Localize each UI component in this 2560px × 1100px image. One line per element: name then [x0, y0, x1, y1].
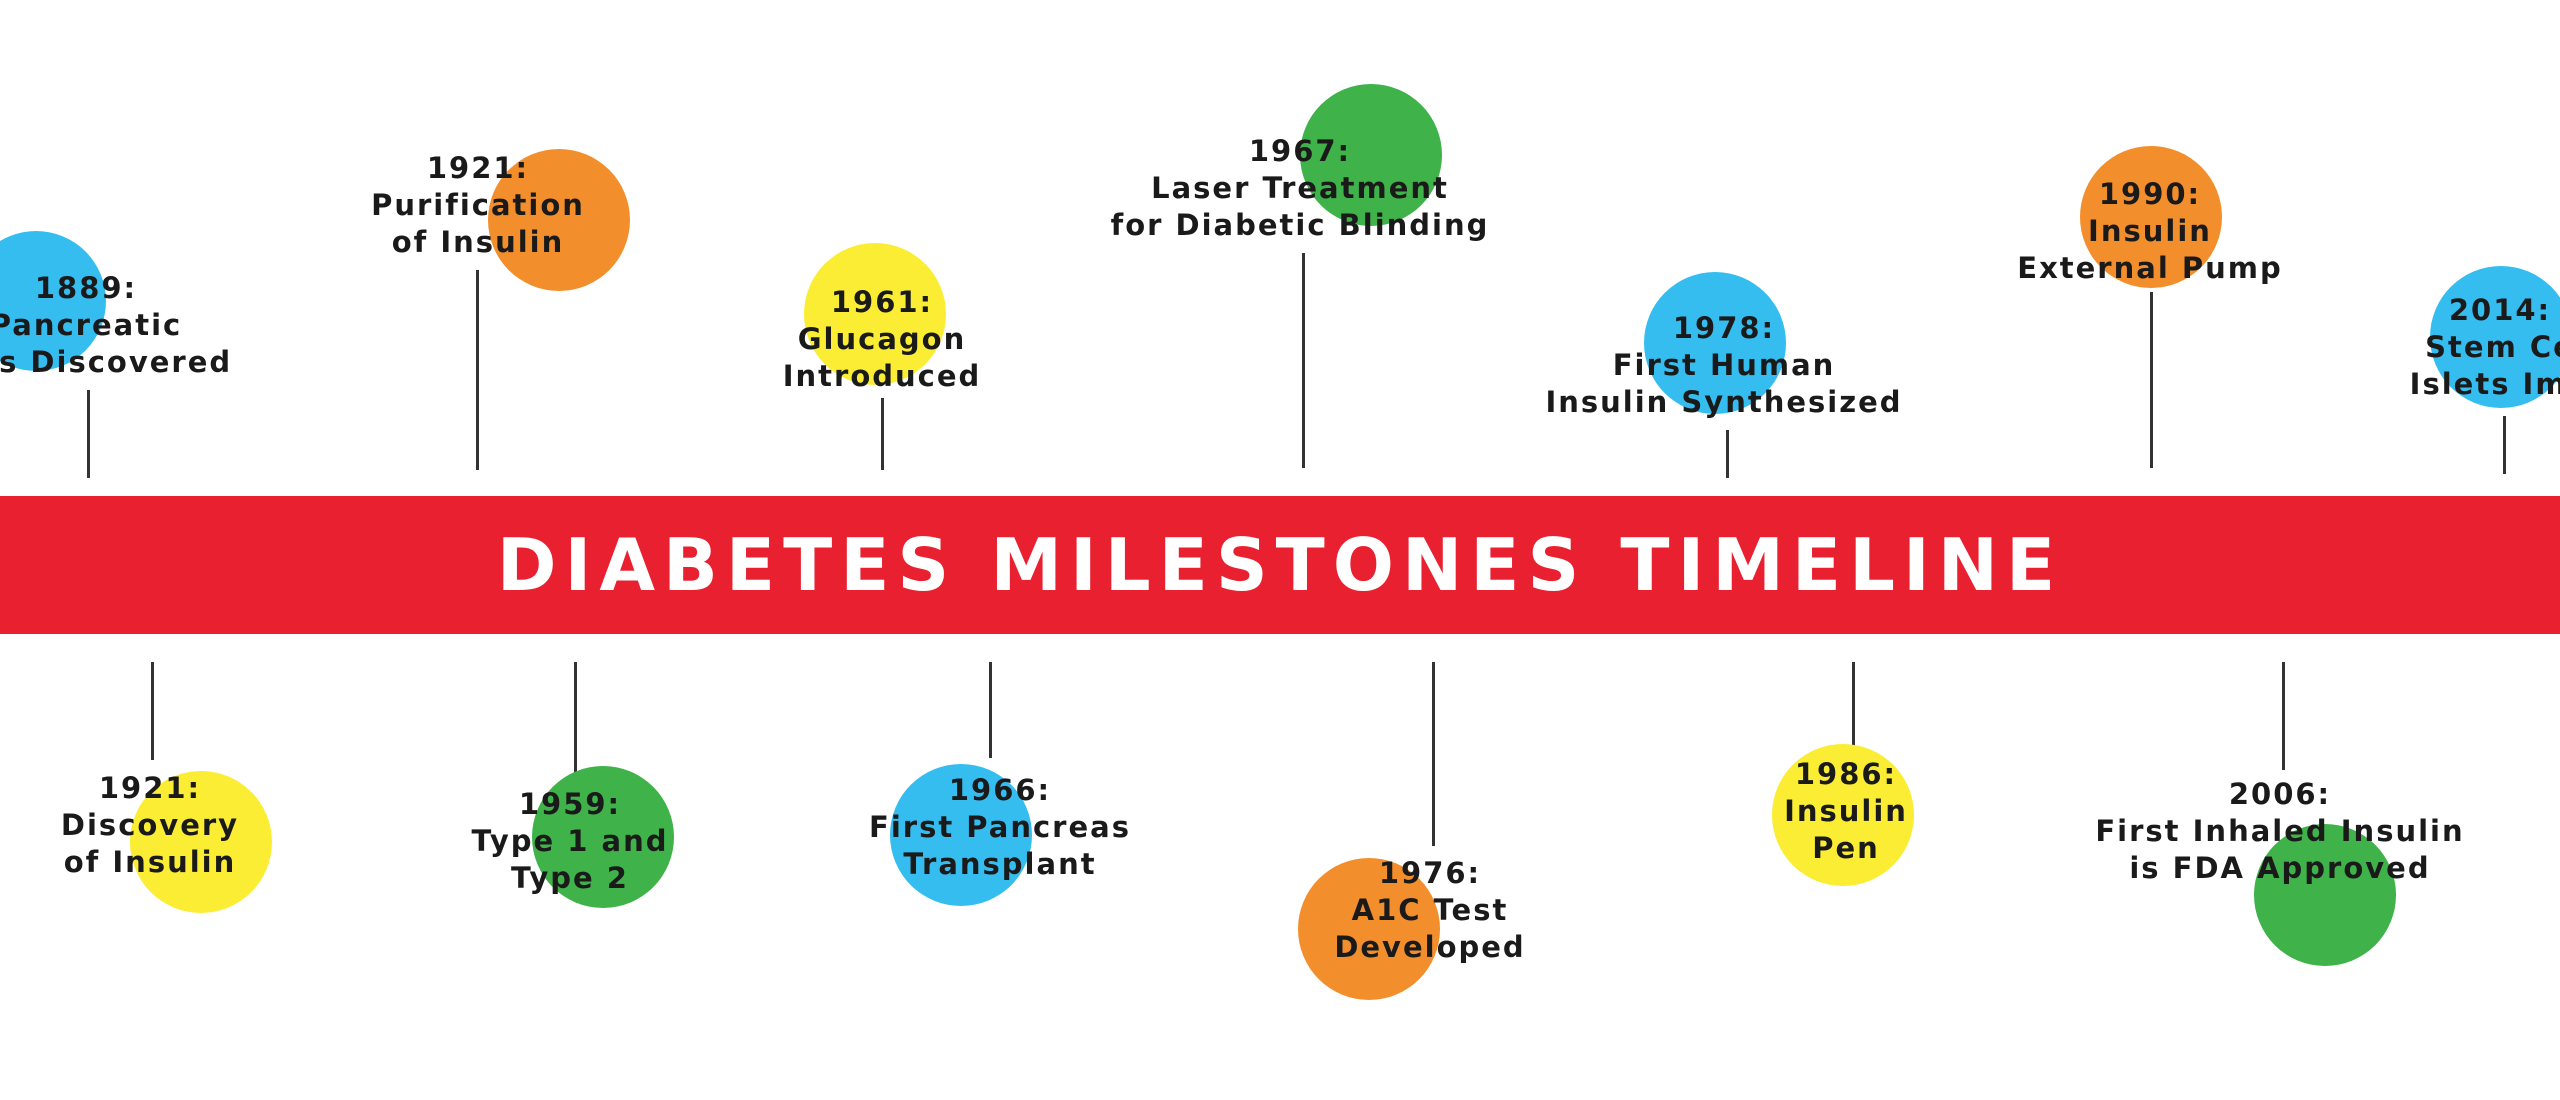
milestone-1990-connector [2150, 292, 2153, 468]
milestone-1967-label: 1967: Laser Treatment for Diabetic Blind… [1111, 133, 1490, 244]
milestone-1889-label: 1889: Pancreatic etes Discovered [0, 270, 232, 381]
milestone-1959-line1: Type 1 and [471, 824, 669, 858]
milestone-1889-year: 1889: [34, 271, 138, 305]
milestone-1921-purification-label: 1921: Purification of Insulin [371, 150, 585, 261]
milestone-1921-purification-year: 1921: [426, 151, 530, 185]
milestone-1961-line1: Glucagon [797, 322, 967, 356]
milestone-1966-line2: Transplant [903, 847, 1097, 881]
milestone-2014-line2: Islets Imp [2409, 367, 2560, 401]
milestone-1986-circle [1772, 744, 1914, 886]
milestone-1921-discovery-connector [151, 662, 154, 760]
title-banner: DIABETES MILESTONES TIMELINE [0, 496, 2560, 634]
milestone-1978-circle [1644, 272, 1786, 414]
milestone-1889-line1: Pancreatic [0, 308, 183, 342]
milestone-1921-purification-circle [488, 149, 630, 291]
milestone-1990-line1: Insulin [2088, 214, 2212, 248]
milestone-2006-line1: First Inhaled Insulin [2095, 814, 2465, 848]
milestone-2006-line2: is FDA Approved [2129, 851, 2431, 885]
milestone-2014-year: 2014: [2448, 293, 2552, 327]
milestone-1959-circle [532, 766, 674, 908]
milestone-1986-line1: Insulin [1784, 794, 1908, 828]
milestone-1986-connector [1852, 662, 1855, 746]
milestone-1978-line1: First Human [1612, 348, 1836, 382]
milestone-1967-year: 1967: [1248, 134, 1352, 168]
milestone-1921-discovery-line2: of Insulin [63, 845, 237, 879]
milestone-1967-connector [1302, 253, 1305, 468]
milestone-1889-connector [87, 390, 90, 478]
milestone-1976-line1: A1C Test [1351, 893, 1509, 927]
milestone-1959-line2: Type 2 [511, 861, 629, 895]
milestone-1959-connector [574, 662, 577, 782]
milestone-1961-label: 1961: Glucagon Introduced [783, 284, 982, 395]
milestone-1978-line2: Insulin Synthesized [1545, 385, 1903, 419]
milestone-1966-label: 1966: First Pancreas Transplant [869, 772, 1131, 883]
milestone-1978-label: 1978: First Human Insulin Synthesized [1545, 310, 1902, 421]
milestone-1978-year: 1978: [1672, 311, 1776, 345]
milestone-1986-year: 1986: [1794, 757, 1898, 791]
milestone-1966-circle [890, 764, 1032, 906]
milestone-1959-year: 1959: [518, 787, 622, 821]
milestone-1976-connector [1432, 662, 1435, 846]
milestone-1961-line2: Introduced [782, 359, 982, 393]
milestone-2006-label: 2006: First Inhaled Insulin is FDA Appro… [2095, 776, 2464, 887]
milestone-1978-connector [1726, 430, 1729, 478]
milestone-1986-label: 1986: Insulin Pen [1784, 756, 1908, 867]
milestone-1976-line2: Developed [1334, 930, 1526, 964]
milestone-1990-year: 1990: [2098, 177, 2202, 211]
milestone-1959-label: 1959: Type 1 and Type 2 [471, 786, 668, 897]
milestone-2006-year: 2006: [2228, 777, 2332, 811]
milestone-1921-purification-line1: Purification [371, 188, 585, 222]
milestone-1921-discovery-year: 1921: [98, 771, 202, 805]
milestone-2014-label: 2014: Stem Ce Islets Imp [2410, 292, 2560, 403]
milestone-1976-circle [1298, 858, 1440, 1000]
milestone-1889-line2: etes Discovered [0, 345, 233, 379]
milestone-1961-year: 1961: [830, 285, 934, 319]
milestone-1990-label: 1990: Insulin External Pump [2017, 176, 2282, 287]
milestone-1921-discovery-line1: Discovery [60, 808, 240, 842]
milestone-2006-connector [2282, 662, 2285, 770]
milestone-1967-line2: for Diabetic Blinding [1110, 208, 1490, 242]
milestone-1921-purification-connector [476, 270, 479, 470]
milestone-1921-discovery-label: 1921: Discovery of Insulin [61, 770, 239, 881]
milestone-2014-circle [2430, 266, 2560, 408]
milestone-1961-connector [881, 398, 884, 470]
milestone-1966-year: 1966: [948, 773, 1052, 807]
milestone-1966-connector [989, 662, 992, 758]
milestone-1976-year: 1976: [1378, 856, 1482, 890]
milestone-1921-discovery-circle [130, 771, 272, 913]
milestone-1966-line1: First Pancreas [869, 810, 1131, 844]
milestone-1921-purification-line2: of Insulin [391, 225, 565, 259]
milestone-2014-line1: Stem Ce [2425, 330, 2560, 364]
milestone-1976-label: 1976: A1C Test Developed [1334, 855, 1525, 966]
milestone-2014-connector [2503, 416, 2506, 474]
milestone-2006-circle [2254, 824, 2396, 966]
milestone-1990-circle [2080, 146, 2222, 288]
milestone-1990-line2: External Pump [2017, 251, 2283, 285]
milestone-1986-line2: Pen [1812, 831, 1880, 865]
milestone-1967-line1: Laser Treatment [1151, 171, 1449, 205]
milestone-1967-circle [1300, 84, 1442, 226]
milestone-1961-circle [804, 243, 946, 385]
timeline-title: DIABETES MILESTONES TIMELINE [496, 523, 2064, 607]
